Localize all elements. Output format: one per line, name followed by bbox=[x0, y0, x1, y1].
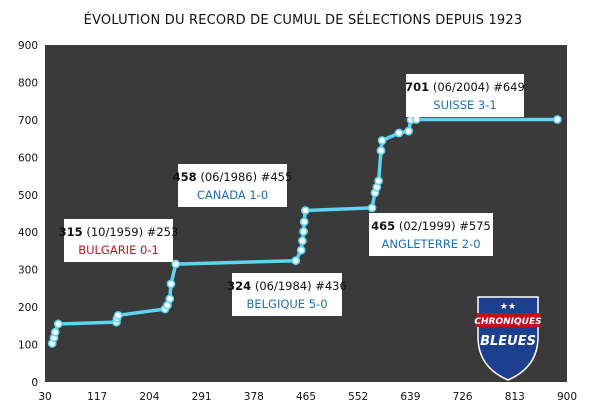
y-tick-label: 800 bbox=[18, 77, 38, 89]
data-point bbox=[404, 126, 413, 136]
annotation-detail: (06/1984) #436 bbox=[251, 279, 347, 293]
annotation-subtitle: BELGIQUE 5-0 bbox=[246, 297, 327, 311]
annotation-box: 701 (06/2004) #649 SUISSE 3-1 bbox=[405, 74, 525, 117]
data-point bbox=[297, 236, 307, 246]
annotation-box: 458 (06/1986) #455 CANADA 1-0 bbox=[173, 164, 293, 207]
annotation-box: 315 (10/1959) #253 BULGARIE 0-1 bbox=[59, 219, 179, 262]
y-tick-label: 600 bbox=[18, 152, 38, 164]
data-point bbox=[367, 203, 377, 213]
data-point bbox=[166, 279, 176, 289]
x-tick-label: 813 bbox=[505, 391, 525, 403]
data-point bbox=[165, 294, 175, 304]
annotation-background bbox=[178, 164, 287, 207]
data-point bbox=[376, 146, 386, 155]
annotation-value: 324 bbox=[227, 279, 251, 293]
data-point bbox=[53, 319, 63, 329]
logo-line1: CHRONIQUES bbox=[474, 317, 541, 327]
data-point bbox=[553, 115, 562, 124]
y-axis-ticks: 0 100 200 300 400 500 600 700 800 900 bbox=[18, 40, 38, 389]
x-tick-label: 639 bbox=[400, 391, 420, 403]
logo-stars: ★★ bbox=[500, 302, 516, 312]
y-tick-label: 0 bbox=[31, 377, 38, 389]
y-tick-label: 300 bbox=[18, 265, 38, 277]
annotation-background bbox=[232, 273, 342, 316]
data-point bbox=[299, 227, 308, 236]
data-point bbox=[394, 128, 404, 138]
annotation-box: 465 (02/1999) #575 ANGLETERRE 2-0 bbox=[369, 213, 493, 256]
x-tick-label: 552 bbox=[348, 391, 368, 403]
y-tick-label: 200 bbox=[18, 302, 38, 314]
logo-line2: BLEUES bbox=[480, 334, 536, 349]
data-point bbox=[171, 259, 181, 269]
x-tick-label: 117 bbox=[87, 391, 107, 403]
annotation-background bbox=[369, 213, 493, 256]
data-point bbox=[291, 256, 301, 266]
annotation-detail: (06/2004) #649 bbox=[429, 80, 525, 94]
annotation-headline: 315 (10/1959) #253 bbox=[59, 225, 179, 239]
annotation-subtitle: SUISSE 3-1 bbox=[433, 98, 496, 112]
y-tick-label: 400 bbox=[18, 227, 38, 239]
annotation-background bbox=[64, 219, 173, 262]
annotation-background bbox=[406, 74, 524, 117]
annotations-group: 315 (10/1959) #253 BULGARIE 0-1 458 (06/19… bbox=[59, 74, 525, 316]
y-tick-label: 900 bbox=[18, 40, 38, 52]
annotation-detail: (06/1986) #455 bbox=[197, 170, 293, 184]
annotation-detail: (10/1959) #253 bbox=[83, 225, 179, 239]
chart-title: ÉVOLUTION DU RECORD DE CUMUL DE SÉLECTIO… bbox=[84, 12, 523, 28]
x-tick-label: 204 bbox=[139, 391, 159, 403]
y-tick-label: 500 bbox=[18, 190, 38, 202]
annotation-headline: 465 (02/1999) #575 bbox=[371, 219, 491, 233]
x-tick-label: 378 bbox=[244, 391, 264, 403]
annotation-value: 465 bbox=[371, 219, 395, 233]
annotation-box: 324 (06/1984) #436 BELGIQUE 5-0 bbox=[227, 273, 347, 316]
data-point bbox=[300, 206, 310, 215]
annotation-headline: 324 (06/1984) #436 bbox=[227, 279, 347, 293]
x-tick-label: 291 bbox=[192, 391, 212, 403]
data-point bbox=[374, 176, 383, 186]
x-tick-label: 30 bbox=[38, 391, 51, 403]
annotation-subtitle: CANADA 1-0 bbox=[197, 188, 268, 202]
data-point bbox=[113, 310, 123, 320]
x-tick-label: 465 bbox=[296, 391, 316, 403]
annotation-detail: (02/1999) #575 bbox=[395, 219, 491, 233]
annotation-value: 701 bbox=[405, 80, 429, 94]
data-point bbox=[377, 136, 387, 145]
chroniques-bleues-logo: ★★ CHRONIQUES BLEUES bbox=[474, 296, 542, 381]
annotation-headline: 458 (06/1986) #455 bbox=[173, 170, 293, 184]
x-axis-ticks: 30 117 204 291 378 465 552 639 726 813 900 bbox=[38, 391, 577, 403]
annotation-value: 315 bbox=[59, 225, 83, 239]
y-tick-label: 100 bbox=[18, 340, 38, 352]
annotation-subtitle: ANGLETERRE 2-0 bbox=[381, 237, 480, 251]
series-group bbox=[47, 115, 562, 348]
data-point bbox=[296, 245, 306, 255]
annotation-subtitle: BULGARIE 0-1 bbox=[78, 243, 159, 257]
annotation-value: 458 bbox=[173, 170, 197, 184]
y-tick-label: 700 bbox=[18, 115, 38, 127]
data-point bbox=[299, 217, 309, 227]
data-point bbox=[50, 327, 60, 337]
logo-banner bbox=[475, 313, 541, 327]
annotation-headline: 701 (06/2004) #649 bbox=[405, 80, 525, 94]
x-tick-label: 726 bbox=[453, 391, 473, 403]
x-tick-label: 900 bbox=[557, 391, 577, 403]
